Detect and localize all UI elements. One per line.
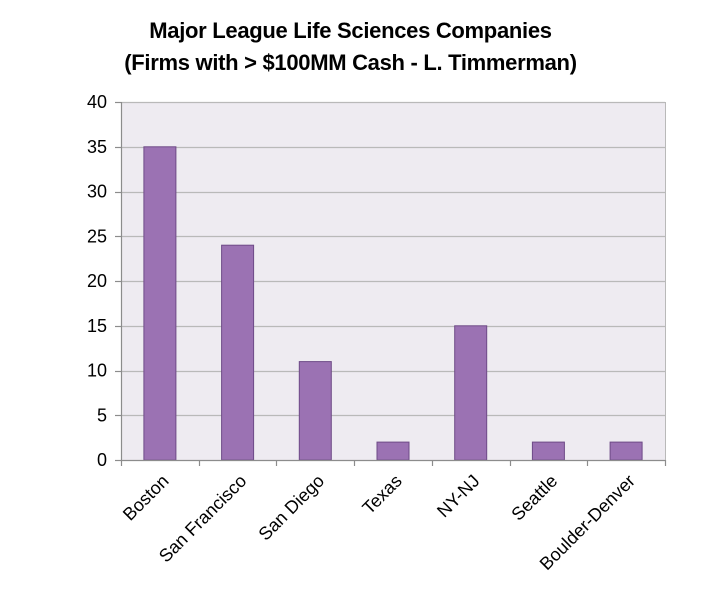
axes	[115, 101, 667, 466]
bars	[143, 146, 643, 461]
x-tick-label-ny-nj: NY-NJ	[433, 471, 483, 521]
y-tick-label-30: 30	[87, 182, 107, 202]
x-tick-label-boston: Boston	[119, 471, 173, 525]
x-tick-label-san-diego: San Diego	[255, 471, 329, 545]
gridlines	[121, 101, 666, 460]
y-tick-label-15: 15	[87, 316, 107, 336]
bar-boulder-denver	[609, 441, 643, 461]
y-tick-labels: 0 5 10 15 20 25 30 35 40	[87, 92, 107, 470]
bar-san-diego	[298, 361, 332, 461]
y-tick-label-25: 25	[87, 226, 107, 246]
bar-boston	[143, 146, 177, 461]
chart-title-line2: (Firms with > $100MM Cash - L. Timmerman…	[124, 50, 577, 75]
bar-ny-nj	[454, 325, 488, 461]
bar-san-francisco	[221, 244, 255, 461]
y-tick-label-35: 35	[87, 137, 107, 157]
x-tick-label-texas: Texas	[358, 471, 405, 518]
y-tick-label-5: 5	[97, 405, 107, 425]
y-tick-label-0: 0	[97, 450, 107, 470]
chart-title-line1: Major League Life Sciences Companies	[149, 18, 552, 43]
bar-texas	[376, 441, 410, 461]
y-tick-label-20: 20	[87, 271, 107, 291]
bar-seattle	[531, 441, 565, 461]
y-tick-label-10: 10	[87, 361, 107, 381]
y-tick-label-40: 40	[87, 92, 107, 112]
x-tick-label-seattle: Seattle	[507, 471, 561, 525]
